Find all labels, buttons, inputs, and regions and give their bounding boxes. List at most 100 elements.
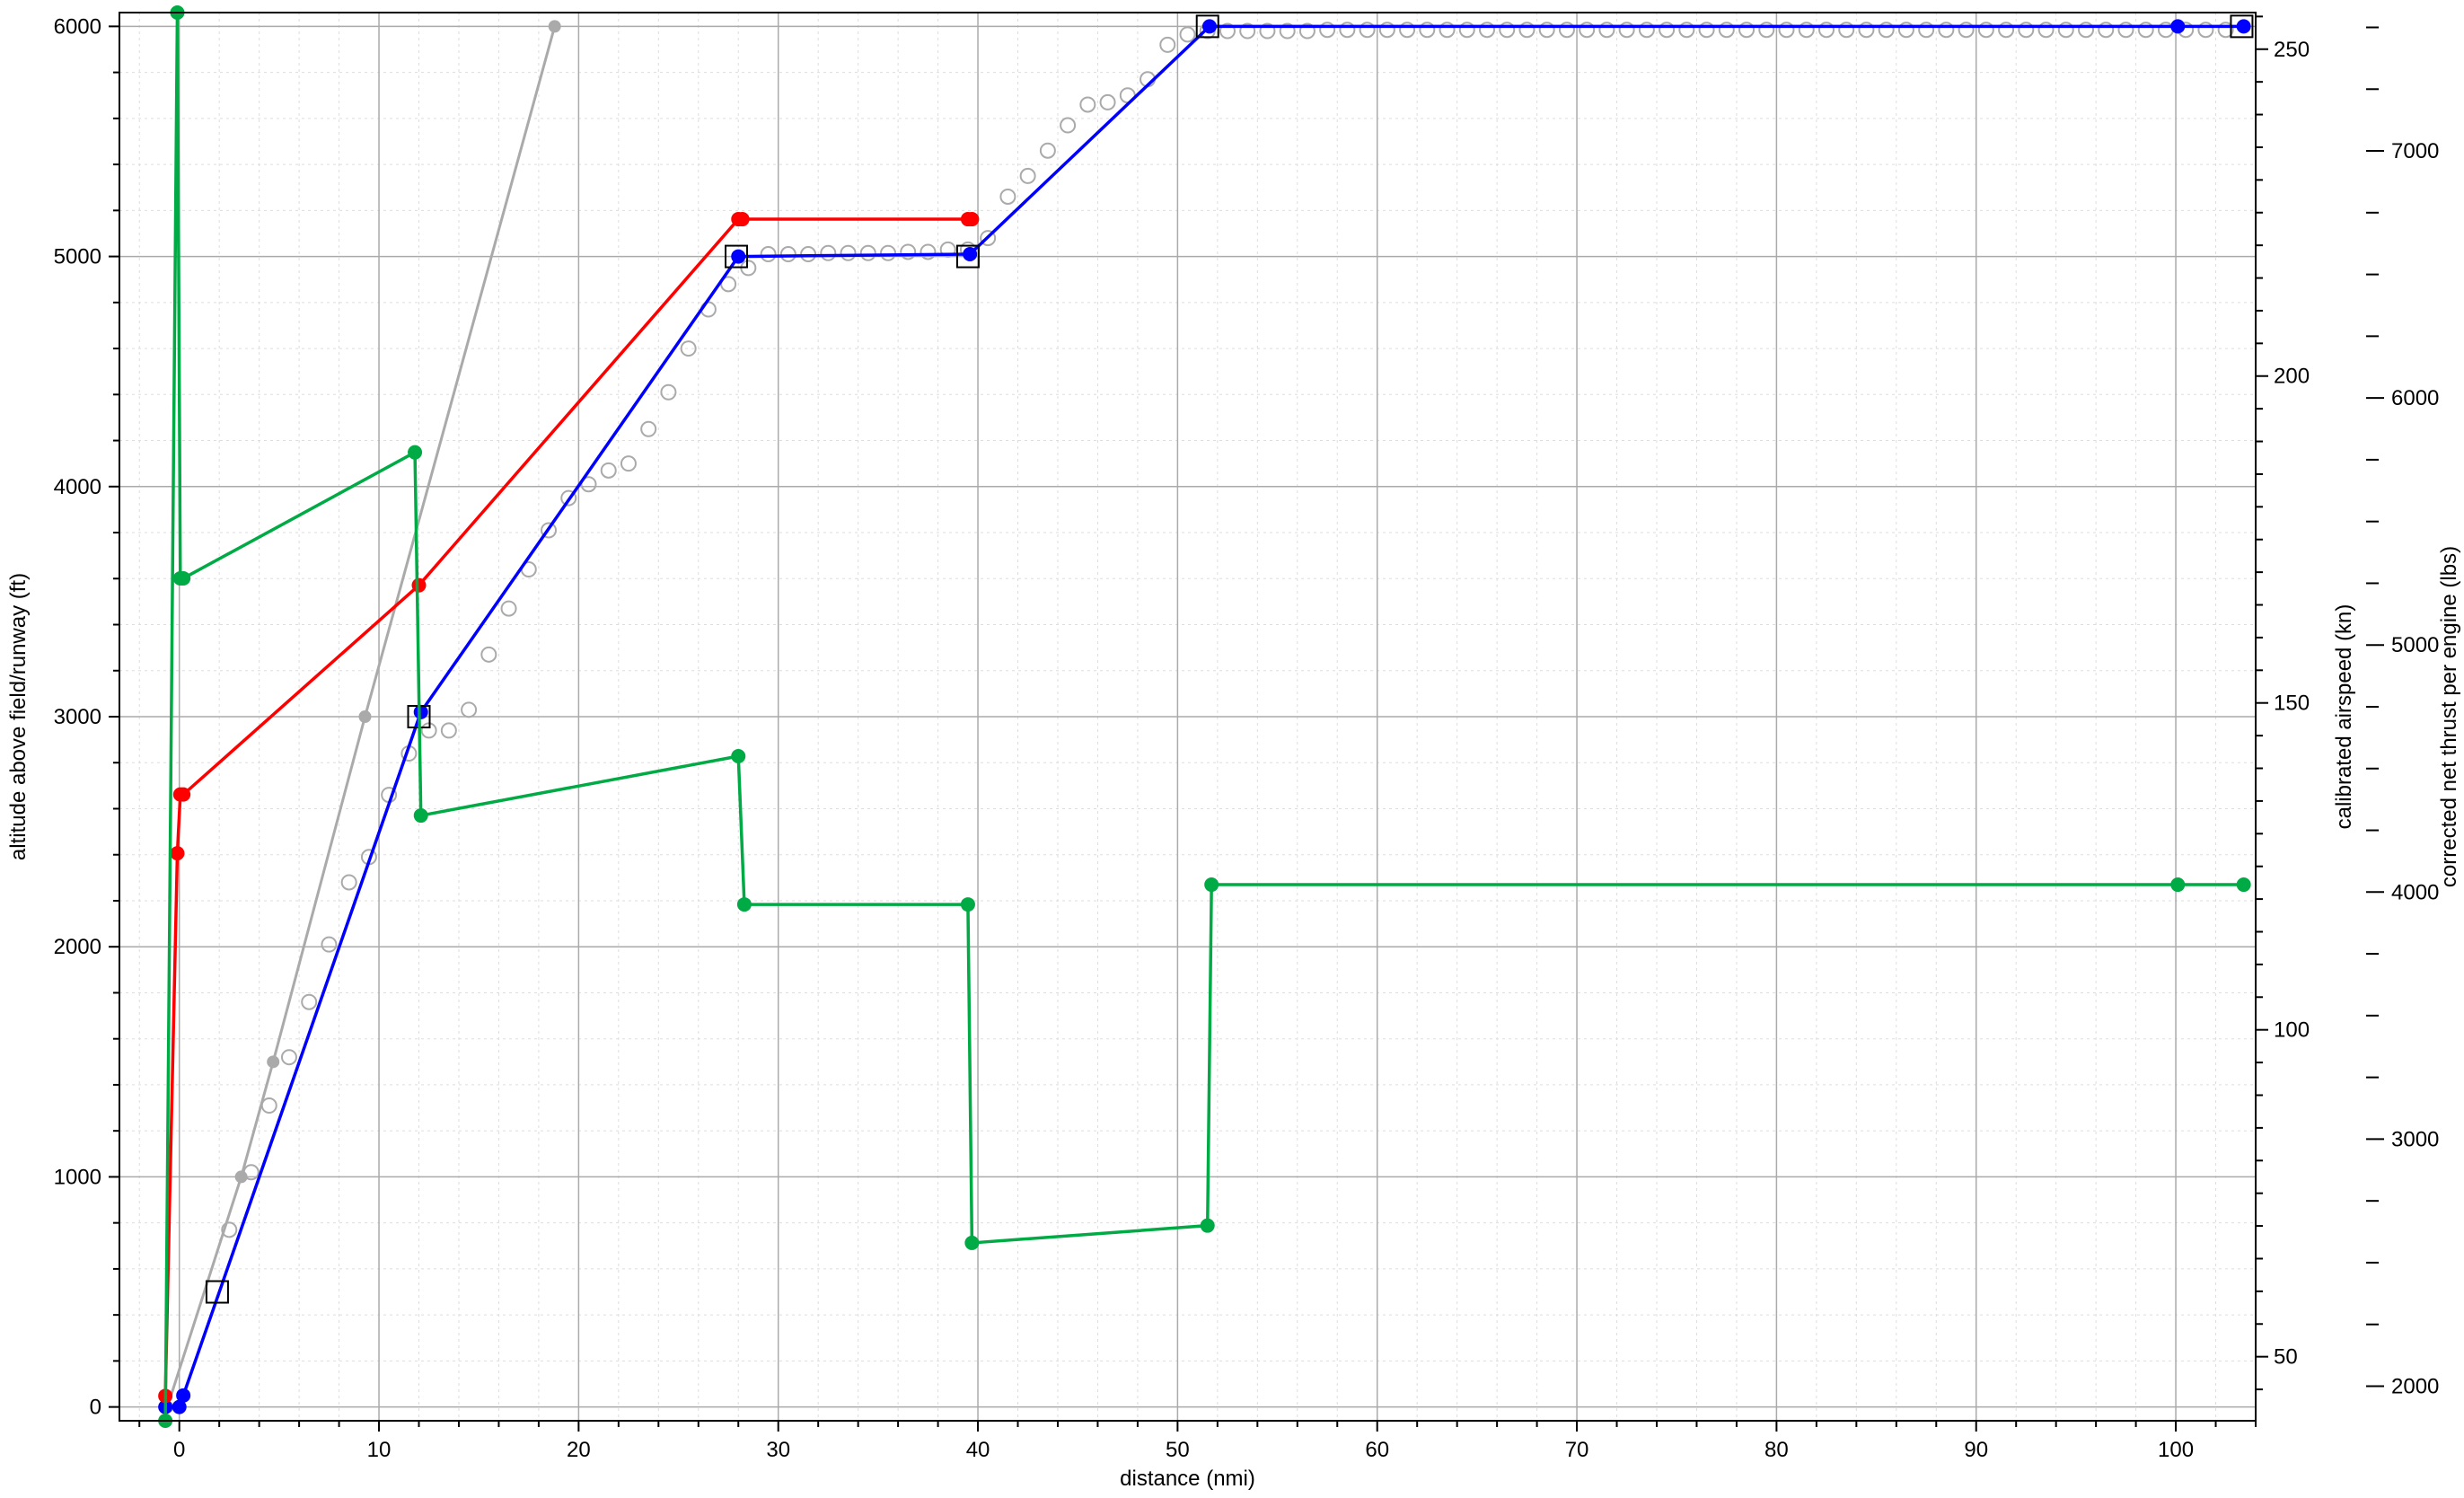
data-point	[242, 1164, 260, 1181]
data-point	[1718, 22, 1735, 39]
y2-tick-label: 200	[2274, 365, 2310, 389]
data-point	[548, 20, 561, 33]
data-point	[736, 897, 752, 912]
data-point	[1239, 22, 1256, 40]
data-point	[1339, 22, 1356, 39]
data-point	[999, 188, 1016, 205]
data-point	[1399, 22, 1416, 39]
data-point	[1219, 22, 1236, 40]
series-layer	[158, 5, 2254, 1428]
data-point	[176, 570, 191, 586]
data-point	[541, 522, 558, 539]
data-point	[1798, 22, 1815, 39]
data-point	[2057, 22, 2074, 39]
data-point	[1499, 22, 1516, 39]
data-point	[1977, 22, 1994, 39]
data-point	[779, 246, 796, 263]
data-point	[879, 244, 896, 261]
data-point	[1817, 22, 1835, 39]
data-point	[640, 420, 657, 437]
data-point	[680, 340, 697, 357]
data-point	[1938, 22, 1955, 39]
data-point	[176, 1388, 191, 1403]
y-tick-label: 5000	[54, 245, 101, 269]
y3-axis-title: corrected net thrust per engine (lbs)	[2437, 546, 2461, 887]
data-point	[1419, 22, 1436, 39]
data-point	[720, 276, 737, 293]
data-point	[321, 936, 338, 953]
data-point	[1479, 22, 1496, 39]
data-point	[1998, 22, 2015, 39]
y3-tick-label: 3000	[2391, 1127, 2439, 1151]
data-point	[172, 1399, 187, 1414]
data-point	[731, 749, 746, 764]
data-point	[440, 722, 457, 739]
data-point	[2217, 22, 2234, 39]
y-axis-airspeed: 50 100 150 200 250	[2256, 15, 2310, 1391]
data-point	[1659, 22, 1676, 39]
data-point	[1538, 22, 1555, 39]
x-tick-label: 40	[966, 1438, 990, 1462]
data-point	[920, 243, 937, 260]
data-point	[500, 600, 517, 617]
data-point	[1958, 22, 1975, 39]
data-point	[964, 212, 980, 227]
data-point	[176, 787, 191, 802]
data-point	[980, 230, 997, 247]
data-point	[2236, 877, 2251, 893]
data-point	[2197, 22, 2214, 39]
x-tick-label: 70	[1565, 1438, 1589, 1462]
data-point	[735, 212, 750, 227]
x-axis: 0 10 20 30 40 50 60 70 80 90 100	[138, 1421, 2257, 1462]
data-point	[1179, 26, 1196, 43]
data-point	[1279, 22, 1296, 40]
data-point	[620, 455, 637, 472]
data-point	[221, 1221, 238, 1238]
data-point	[1359, 22, 1376, 39]
data-point	[900, 243, 917, 260]
y-tick-label: 4000	[54, 475, 101, 499]
data-point	[1618, 22, 1635, 39]
data-point	[2170, 877, 2186, 893]
data-point	[2098, 22, 2115, 39]
y-tick-label: 2000	[54, 935, 101, 959]
data-point	[2037, 22, 2055, 39]
data-point	[1878, 22, 1895, 39]
y3-tick-label: 6000	[2391, 386, 2439, 410]
data-point	[1897, 22, 1914, 39]
x-tick-label: 100	[2158, 1438, 2194, 1462]
data-point	[280, 1049, 297, 1066]
data-point	[1558, 22, 1575, 39]
y2-tick-label: 250	[2274, 38, 2310, 62]
y2-axis-title: calibrated airspeed (kn)	[2332, 604, 2356, 830]
data-point	[205, 1280, 229, 1304]
data-point	[358, 710, 372, 723]
data-point	[1518, 22, 1536, 39]
data-point	[1039, 142, 1056, 159]
y2-tick-label: 150	[2274, 692, 2310, 716]
data-point	[2018, 22, 2035, 39]
data-point	[267, 1055, 280, 1069]
data-point	[1298, 22, 1316, 40]
data-point	[1319, 22, 1336, 39]
data-point	[2117, 22, 2134, 39]
data-point	[1758, 22, 1775, 39]
data-point	[1439, 22, 1456, 39]
data-point	[480, 646, 497, 663]
data-point	[2230, 14, 2254, 39]
y-axis-altitude: 0 1000 2000 3000 4000 5000 6000	[54, 14, 119, 1420]
data-point	[413, 704, 428, 719]
y-axis-thrust: 2000 3000 4000 5000 6000 7000	[2366, 26, 2439, 1398]
data-point	[939, 241, 956, 258]
y2-tick-label: 50	[2274, 1345, 2298, 1370]
y-tick-label: 1000	[54, 1165, 101, 1189]
data-point	[1858, 22, 1875, 39]
data-point	[2137, 22, 2154, 39]
y-axis-title: altitude above field/runway (ft)	[6, 573, 31, 860]
data-point	[840, 244, 857, 261]
y2-tick-label: 100	[2274, 1018, 2310, 1043]
data-point	[1458, 22, 1475, 39]
x-axis-title: distance (nmi)	[1120, 1467, 1255, 1491]
